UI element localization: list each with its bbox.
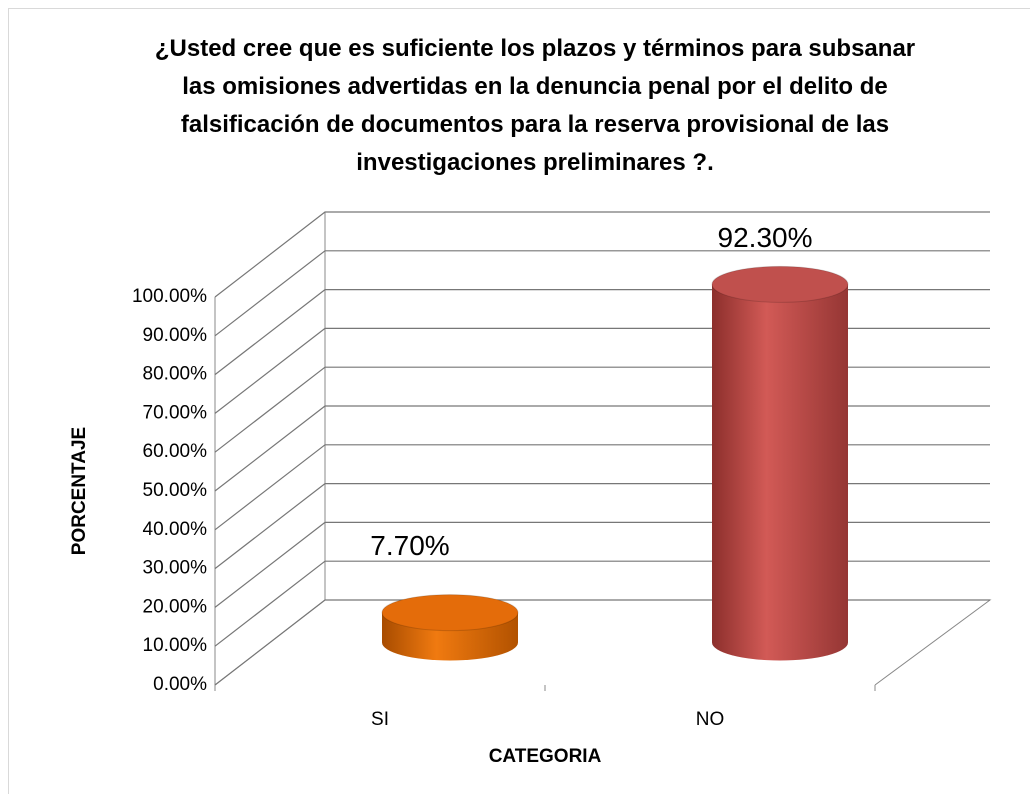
y-axis-label: PORCENTAJE: [69, 427, 90, 555]
x-tick-label: NO: [696, 709, 725, 730]
y-tick-label: 60.00%: [143, 441, 208, 462]
grid-line: [214, 444, 990, 531]
bar: [712, 284, 848, 661]
y-tick-label: 50.00%: [143, 480, 208, 501]
y-tick-label: 100.00%: [132, 286, 207, 307]
y-tick-label: 10.00%: [143, 635, 208, 656]
floor: [214, 599, 992, 686]
y-tick-label: 80.00%: [143, 364, 208, 385]
chart-frame: [8, 8, 1030, 794]
bar-top: [711, 265, 849, 303]
grid-line: [214, 521, 990, 608]
bar-top: [381, 594, 519, 632]
x-tick-label: SI: [371, 709, 389, 730]
x-axis-label: CATEGORIA: [489, 746, 602, 767]
value-label: 7.70%: [370, 530, 449, 561]
grid-line: [214, 366, 990, 453]
y-tick-label: 40.00%: [143, 519, 208, 540]
grid-line: [214, 483, 990, 570]
grid-line: [214, 405, 990, 492]
grid-line: [214, 211, 990, 298]
grid-line: [214, 327, 990, 414]
grid-line: [214, 289, 990, 376]
y-tick-label: 0.00%: [153, 674, 207, 695]
grid-line: [214, 560, 990, 647]
value-label: 92.30%: [718, 222, 813, 253]
chart-title: ¿Usted cree que es suficiente los plazos…: [154, 35, 916, 176]
y-tick-label: 20.00%: [143, 596, 208, 617]
grid-line: [214, 599, 990, 686]
grid-line: [214, 250, 990, 337]
y-tick-label: 30.00%: [143, 558, 208, 579]
y-tick-label: 70.00%: [143, 402, 208, 423]
y-tick-label: 90.00%: [143, 325, 208, 346]
